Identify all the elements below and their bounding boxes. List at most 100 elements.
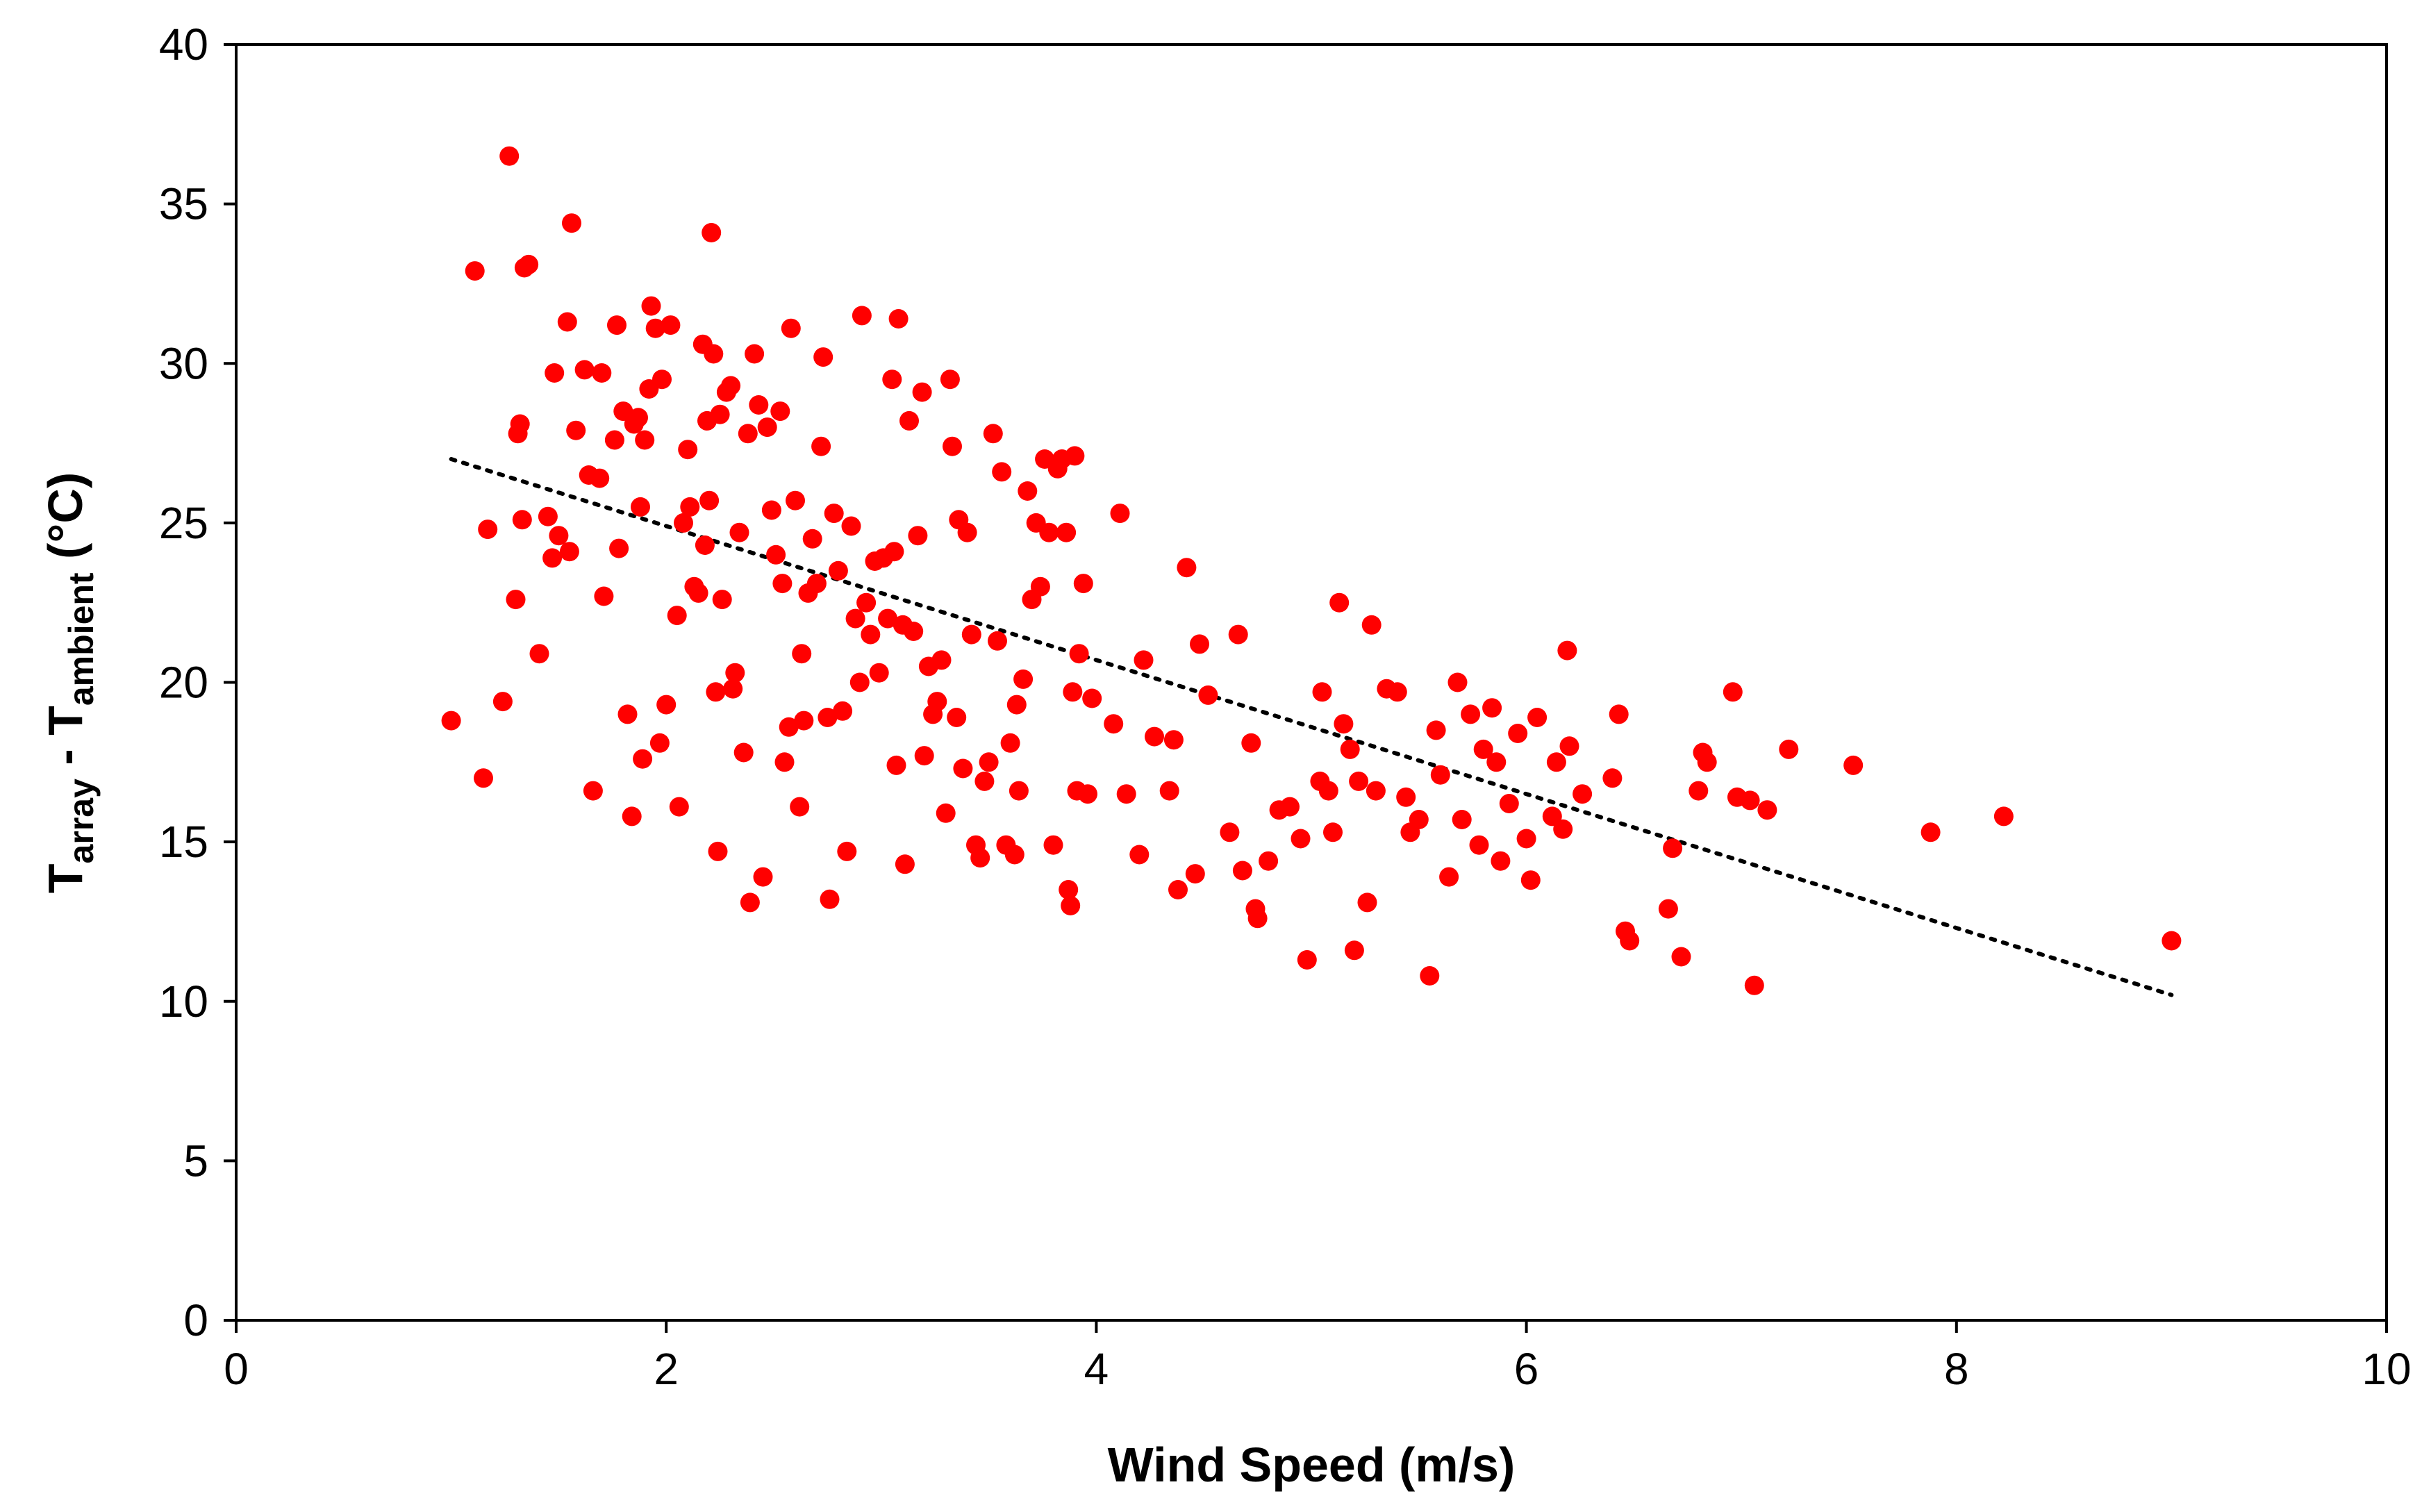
- data-point: [1516, 829, 1536, 849]
- data-point: [895, 854, 915, 874]
- data-point: [607, 315, 627, 335]
- data-point: [1993, 806, 2014, 826]
- data-point: [1697, 752, 1717, 772]
- data-point: [828, 560, 848, 581]
- data-point: [1357, 892, 1377, 913]
- data-point: [529, 644, 549, 664]
- data-point: [512, 510, 532, 530]
- data-point: [904, 622, 924, 641]
- data-point: [837, 841, 857, 861]
- data-point: [1297, 950, 1317, 970]
- data-point: [441, 711, 461, 731]
- data-point: [1473, 739, 1493, 759]
- data-point: [1740, 790, 1760, 811]
- data-point: [1065, 446, 1085, 466]
- data-point: [1420, 966, 1440, 986]
- data-point: [811, 436, 831, 456]
- data-point: [641, 296, 661, 316]
- data-point: [1542, 806, 1562, 826]
- y-tick-label: 40: [159, 19, 208, 69]
- data-point: [961, 624, 981, 645]
- data-point: [772, 574, 793, 594]
- data-point: [1241, 733, 1261, 753]
- x-tick-label: 2: [654, 1344, 679, 1394]
- data-point: [721, 376, 741, 396]
- data-point: [590, 468, 610, 488]
- data-point: [770, 401, 790, 422]
- y-axis-title-subscript: ambient: [62, 572, 101, 706]
- data-point: [833, 701, 853, 721]
- data-point: [1009, 781, 1029, 801]
- data-point: [1491, 851, 1511, 871]
- x-tick-label: 10: [2362, 1344, 2411, 1394]
- data-point: [1409, 810, 1429, 829]
- data-point: [566, 420, 586, 440]
- data-point: [1486, 752, 1507, 772]
- data-point: [465, 261, 485, 281]
- y-tick-labels: 0 5 10 15 20 25 30 35 40: [159, 19, 208, 1345]
- data-point: [1671, 947, 1691, 967]
- data-point: [927, 692, 947, 712]
- data-point: [1116, 784, 1136, 804]
- data-point: [1361, 615, 1382, 635]
- data-point: [592, 363, 612, 383]
- data-point: [1663, 838, 1683, 858]
- data-point: [1482, 698, 1502, 718]
- data-point: [1553, 819, 1573, 839]
- data-point: [629, 408, 648, 428]
- data-point: [1312, 682, 1332, 702]
- data-point: [749, 395, 769, 415]
- data-point: [594, 586, 614, 606]
- data-point: [635, 430, 655, 450]
- data-point: [492, 692, 513, 712]
- data-point: [1177, 558, 1197, 578]
- x-tick-label: 6: [1514, 1344, 1539, 1394]
- data-point: [931, 650, 952, 670]
- data-point: [738, 424, 758, 444]
- data-point: [1779, 739, 1799, 759]
- data-point: [974, 771, 995, 791]
- data-point: [574, 360, 595, 380]
- data-point: [706, 682, 726, 702]
- data-point: [1546, 752, 1566, 772]
- data-point: [1387, 682, 1407, 702]
- data-point: [1163, 730, 1184, 750]
- data-point: [1232, 861, 1252, 881]
- data-point: [1557, 640, 1577, 661]
- data-point: [674, 513, 693, 533]
- data-point: [806, 574, 827, 594]
- data-point: [1658, 899, 1678, 919]
- data-point: [914, 746, 934, 766]
- data-point: [1452, 810, 1472, 829]
- data-point: [1000, 733, 1020, 753]
- data-point: [1013, 669, 1034, 689]
- data-point: [790, 797, 810, 817]
- data-point: [757, 417, 777, 438]
- data-point: [1006, 695, 1027, 715]
- data-point: [708, 841, 728, 861]
- data-point: [680, 497, 700, 517]
- data-point: [1145, 726, 1164, 747]
- data-point: [474, 768, 493, 788]
- data-point: [1329, 592, 1350, 613]
- data-point: [506, 590, 526, 610]
- data-point: [861, 624, 881, 645]
- data-point: [1573, 784, 1593, 804]
- data-point: [953, 758, 973, 779]
- data-point: [818, 708, 838, 727]
- data-point: [792, 644, 812, 664]
- data-point: [695, 535, 715, 555]
- data-point: [1082, 688, 1102, 708]
- data-point: [710, 404, 730, 424]
- data-point: [557, 312, 577, 332]
- data-point: [1168, 880, 1188, 899]
- y-tick-label: 10: [159, 977, 208, 1027]
- data-point: [1426, 720, 1446, 740]
- data-point: [957, 522, 977, 542]
- data-point: [1018, 481, 1038, 501]
- data-point: [940, 369, 960, 390]
- data-point: [745, 344, 765, 364]
- data-point: [869, 663, 889, 683]
- data-point: [1056, 522, 1077, 542]
- data-point: [884, 542, 904, 562]
